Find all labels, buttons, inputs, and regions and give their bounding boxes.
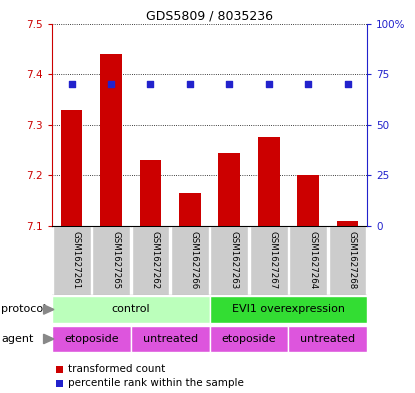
Text: GSM1627268: GSM1627268	[347, 231, 356, 289]
Bar	[179, 193, 201, 226]
Bar	[100, 54, 122, 226]
Bar	[337, 221, 359, 226]
Text: transformed count: transformed count	[68, 364, 165, 375]
Text: GSM1627266: GSM1627266	[190, 231, 199, 289]
Bar	[289, 226, 327, 295]
Point	[305, 81, 311, 87]
Text: etoposide: etoposide	[64, 334, 119, 344]
Point	[186, 81, 193, 87]
Bar	[52, 326, 131, 352]
Point	[344, 81, 351, 87]
Text: agent: agent	[1, 334, 34, 344]
Text: etoposide: etoposide	[222, 334, 276, 344]
Bar	[171, 226, 209, 295]
Point	[108, 81, 115, 87]
Bar	[139, 160, 161, 226]
Bar	[92, 226, 130, 295]
Bar	[210, 326, 288, 352]
Text: GSM1627263: GSM1627263	[229, 231, 238, 289]
Bar	[329, 226, 366, 295]
Point	[147, 81, 154, 87]
Point	[226, 81, 232, 87]
Text: GSM1627261: GSM1627261	[71, 231, 81, 289]
Text: GSM1627265: GSM1627265	[111, 231, 120, 289]
Text: control: control	[111, 305, 150, 314]
Text: EVI1 overexpression: EVI1 overexpression	[232, 305, 345, 314]
Text: percentile rank within the sample: percentile rank within the sample	[68, 378, 244, 388]
Text: GSM1627264: GSM1627264	[308, 231, 317, 289]
Text: GSM1627267: GSM1627267	[269, 231, 278, 289]
Bar	[210, 226, 248, 295]
Point	[266, 81, 272, 87]
Text: protocol: protocol	[1, 305, 46, 314]
Bar	[61, 110, 83, 226]
Title: GDS5809 / 8035236: GDS5809 / 8035236	[146, 9, 273, 22]
Bar	[210, 296, 367, 323]
Bar	[52, 296, 210, 323]
Bar	[297, 175, 319, 226]
Text: GSM1627262: GSM1627262	[150, 231, 159, 289]
Bar	[218, 152, 240, 226]
Bar	[131, 326, 210, 352]
Text: untreated: untreated	[143, 334, 198, 344]
Text: untreated: untreated	[300, 334, 355, 344]
Bar	[258, 138, 280, 226]
Bar	[250, 226, 288, 295]
Bar	[132, 226, 169, 295]
Bar	[288, 326, 367, 352]
Point	[68, 81, 75, 87]
Bar	[53, 226, 90, 295]
